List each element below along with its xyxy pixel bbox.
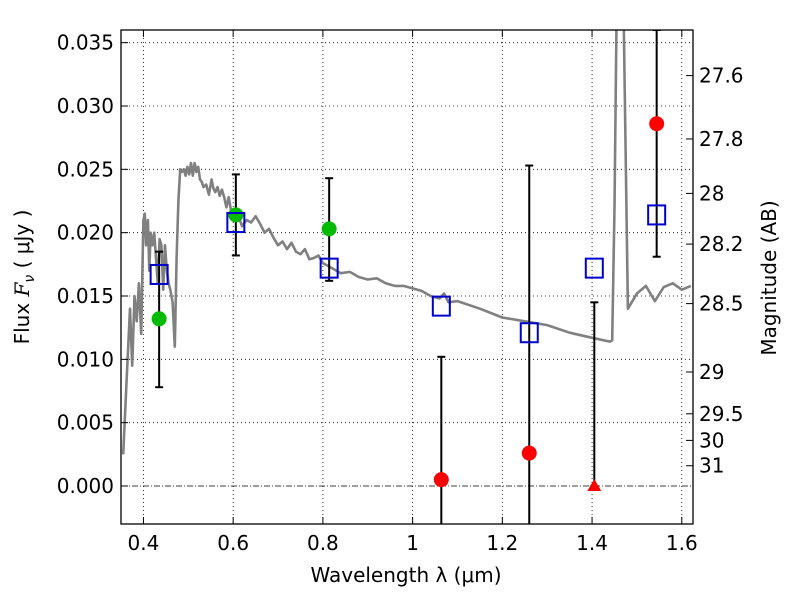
y-tick-label: 0.015 xyxy=(57,284,114,308)
x-tick-label: 0.6 xyxy=(217,531,249,555)
error-bars xyxy=(155,30,661,524)
model-photometry-square xyxy=(647,204,667,226)
grid xyxy=(121,30,693,524)
data-markers xyxy=(149,116,667,491)
model-photometry-square xyxy=(319,257,339,279)
x-axis: 0.4 0.6 0.8 1 1.2 1.4 1.6 xyxy=(128,30,698,555)
y2-tick-label: 28.2 xyxy=(699,232,744,256)
y-tick-label: 0.010 xyxy=(57,347,114,371)
model-photometry-square xyxy=(226,212,246,234)
model-photometry-square xyxy=(149,263,169,285)
y-axis-title-symbol: F xyxy=(10,281,34,297)
x-axis-title: Wavelength λ (μm) xyxy=(310,563,501,587)
y-axis-title-prefix: Flux xyxy=(10,296,34,344)
x-tick-label: 1.2 xyxy=(486,531,518,555)
model-photometry-square xyxy=(584,257,604,279)
y-axis: 0.000 0.005 0.010 0.015 0.020 0.025 0.030 0.035 xyxy=(57,31,128,498)
y-axis-title-suffix: ( μJy ) xyxy=(10,210,34,275)
data-point-circle xyxy=(151,311,167,327)
data-point-circle xyxy=(649,116,665,132)
y-axis-title-subscript: ν xyxy=(22,275,38,283)
model-sed-layer xyxy=(121,30,692,455)
y2-tick-label: 29 xyxy=(699,360,724,384)
data-point-circle xyxy=(433,472,449,488)
y-tick-label: 0.035 xyxy=(57,31,114,55)
model-sed-curve xyxy=(121,30,692,455)
y2-tick-label: 27.8 xyxy=(699,127,744,151)
data-point-circle xyxy=(321,221,337,237)
y-tick-label: 0.025 xyxy=(57,157,114,181)
upper-limit-triangle xyxy=(587,479,602,491)
y-tick-label: 0.000 xyxy=(57,474,114,498)
y-axis-title: Flux Fν ( μJy ) xyxy=(10,210,38,345)
y-tick-label: 0.020 xyxy=(57,221,114,245)
x-tick-label: 0.4 xyxy=(128,531,160,555)
x-tick-label: 0.8 xyxy=(307,531,339,555)
y2-tick-label: 29.5 xyxy=(699,402,744,426)
y-tick-label: 0.005 xyxy=(57,411,114,435)
x-tick-label: 1.6 xyxy=(666,531,698,555)
plot-frame xyxy=(120,29,694,525)
data-point-circle xyxy=(521,445,537,461)
y-tick-label: 0.030 xyxy=(57,94,114,118)
y2-tick-label: 30 xyxy=(699,428,724,452)
x-tick-label: 1 xyxy=(406,531,419,555)
y2-tick-label: 28 xyxy=(699,181,724,205)
y2-axis-title: Magnitude (AB) xyxy=(757,200,781,355)
y2-tick-label: 31 xyxy=(699,454,724,478)
model-photometry-square xyxy=(431,295,451,317)
y2-tick-label: 28.5 xyxy=(699,292,744,316)
model-photometry-square xyxy=(519,322,539,344)
y2-tick-label: 27.6 xyxy=(699,64,744,88)
data-point-circle xyxy=(228,207,244,223)
x-tick-label: 1.4 xyxy=(576,531,608,555)
